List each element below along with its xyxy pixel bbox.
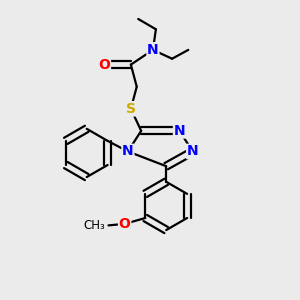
Text: S: S <box>126 102 136 116</box>
Text: O: O <box>119 217 130 231</box>
Text: N: N <box>122 145 134 158</box>
Text: CH₃: CH₃ <box>84 219 106 232</box>
Text: N: N <box>187 145 199 158</box>
Text: N: N <box>174 124 185 138</box>
Text: N: N <box>147 43 159 57</box>
Text: O: O <box>98 58 110 72</box>
